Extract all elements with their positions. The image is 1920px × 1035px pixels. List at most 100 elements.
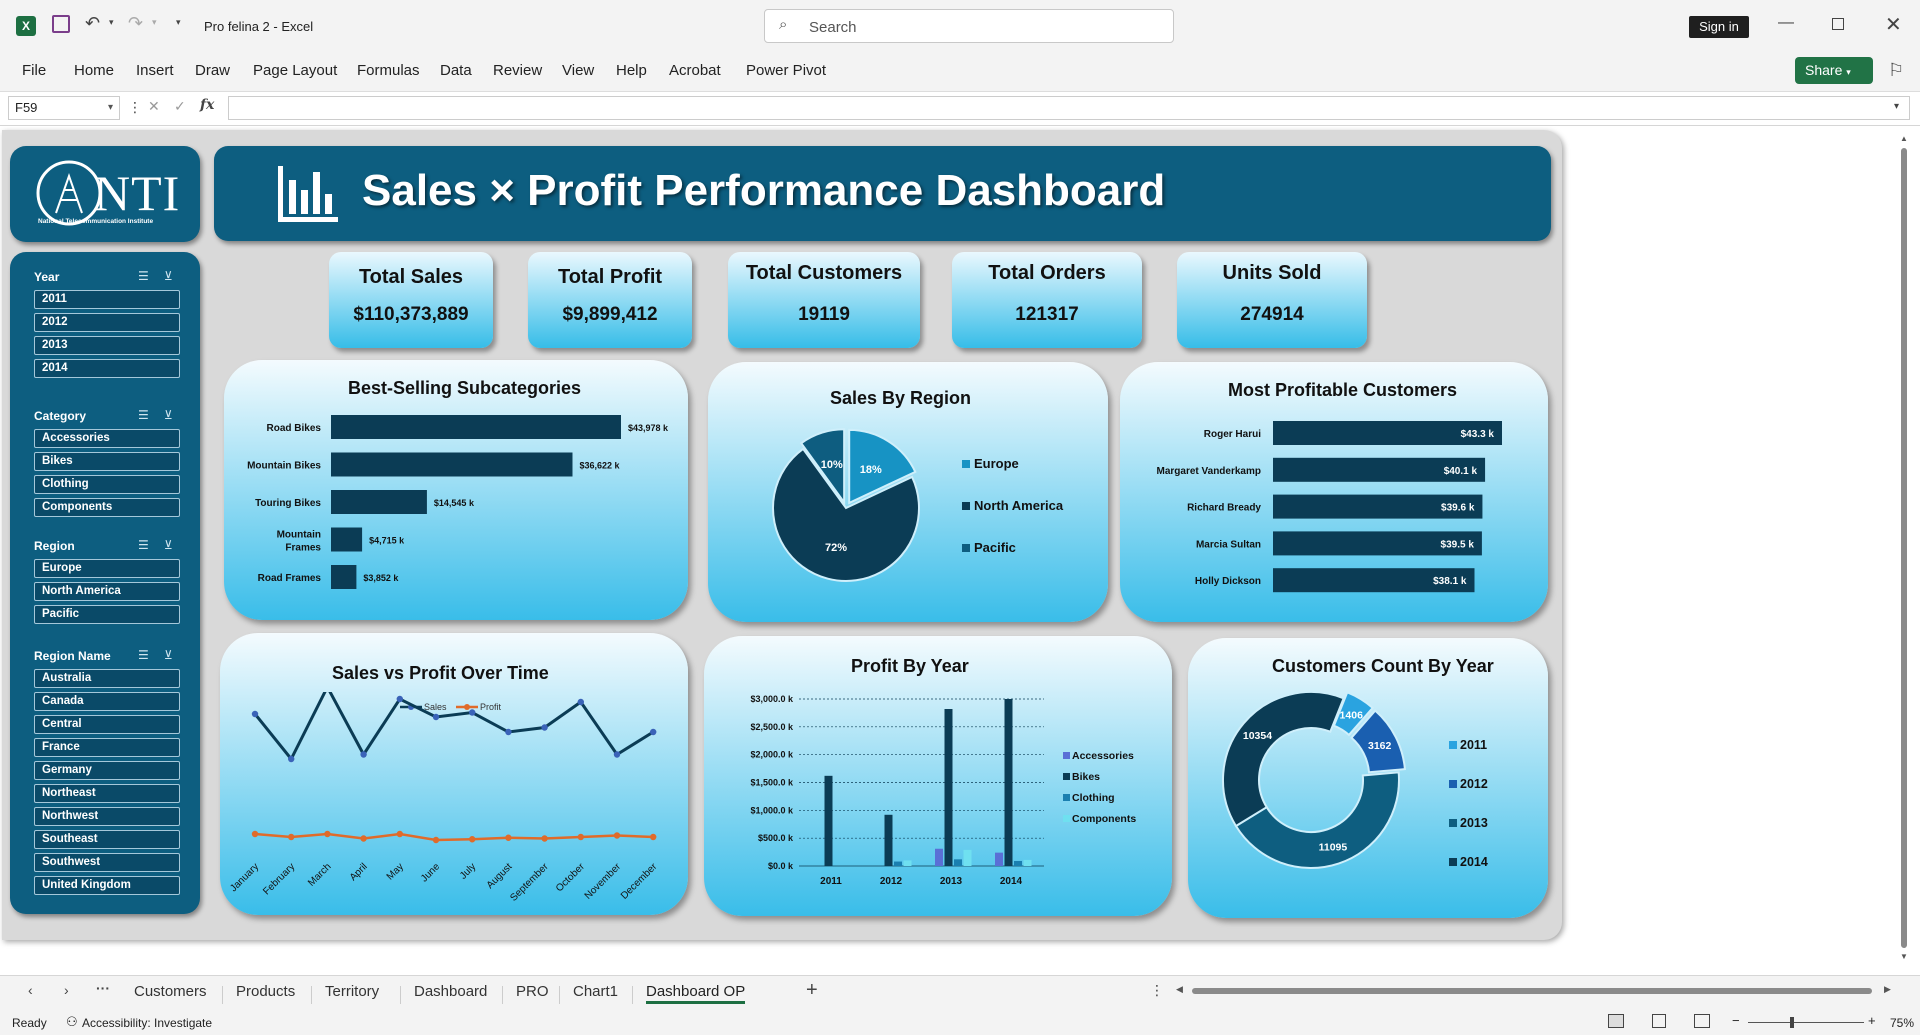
normal-view-icon[interactable] [1608, 1014, 1624, 1028]
data-point [650, 728, 657, 736]
search-box[interactable]: ⌕ Search [764, 9, 1174, 43]
slicer-item-australia[interactable]: Australia [34, 669, 180, 688]
slicer-item-pacific[interactable]: Pacific [34, 605, 180, 624]
tab-divider [311, 986, 312, 1004]
tab-acrobat[interactable]: Acrobat [669, 62, 721, 79]
tab-draw[interactable]: Draw [195, 62, 231, 79]
slicer-item-northeast[interactable]: Northeast [34, 784, 180, 803]
slicer-item-2013[interactable]: 2013 [34, 336, 180, 355]
customize-qat-icon[interactable]: ▾ [176, 17, 181, 27]
h-scroll-thumb[interactable] [1192, 988, 1872, 994]
redo-icon[interactable]: ↷ [128, 13, 144, 33]
multi-select-icon[interactable]: ☰ [138, 408, 149, 422]
slicer-item-southwest[interactable]: Southwest [34, 853, 180, 872]
legend-label: Components [1072, 813, 1136, 825]
clear-filter-icon[interactable]: ⊻ [164, 538, 173, 552]
page-break-view-icon[interactable] [1694, 1014, 1710, 1028]
slicer-item-2012[interactable]: 2012 [34, 313, 180, 332]
clear-filter-icon[interactable]: ⊻ [164, 269, 173, 283]
insert-function-icon[interactable]: fx [200, 97, 215, 113]
tab-help[interactable]: Help [616, 62, 647, 79]
enter-icon[interactable]: ✓ [174, 98, 186, 114]
scroll-thumb[interactable] [1901, 148, 1907, 948]
slicer-item-clothing[interactable]: Clothing [34, 475, 180, 494]
slicer-item-southeast[interactable]: Southeast [34, 830, 180, 849]
data-point [541, 835, 548, 842]
slicer-item-bikes[interactable]: Bikes [34, 452, 180, 471]
slicer-item-accessories[interactable]: Accessories [34, 429, 180, 448]
slicer-item-united-kingdom[interactable]: United Kingdom [34, 876, 180, 895]
scroll-up-icon[interactable]: ▲ [1900, 134, 1908, 143]
next-sheet-icon[interactable]: › [64, 982, 69, 998]
tab-power-pivot[interactable]: Power Pivot [746, 62, 827, 79]
add-sheet-icon[interactable]: + [806, 979, 818, 1001]
tab-data[interactable]: Data [440, 62, 472, 79]
page-layout-view-icon[interactable] [1652, 1014, 1666, 1028]
restore-icon[interactable] [1832, 18, 1844, 30]
multi-select-icon[interactable]: ☰ [138, 648, 149, 662]
more-sheets-icon[interactable]: ··· [96, 980, 110, 996]
sign-in-button[interactable]: Sign in [1689, 16, 1749, 38]
slicer-item-europe[interactable]: Europe [34, 559, 180, 578]
sheet-tab-chart1[interactable]: Chart1 [573, 983, 619, 1000]
slicer-item-canada[interactable]: Canada [34, 692, 180, 711]
zoom-slider[interactable] [1748, 1017, 1864, 1028]
tab-view[interactable]: View [562, 62, 595, 79]
slicer-item-2014[interactable]: 2014 [34, 359, 180, 378]
vertical-scrollbar[interactable]: ▲ ▼ [1900, 134, 1908, 964]
expand-formula-icon[interactable]: ▾ [1894, 101, 1900, 112]
data-label: $38.1 k [1433, 576, 1467, 587]
tab-page-layout[interactable]: Page Layout [253, 62, 338, 79]
undo-icon[interactable]: ↶ [85, 13, 101, 33]
cancel-icon[interactable]: ✕ [148, 98, 160, 114]
scroll-left-icon[interactable]: ◀ [1176, 984, 1183, 994]
slicer-item-northwest[interactable]: Northwest [34, 807, 180, 826]
y-tick-label: $2,000.0 k [750, 750, 794, 760]
sheet-tab-territory[interactable]: Territory [325, 983, 380, 1000]
multi-select-icon[interactable]: ☰ [138, 538, 149, 552]
undo-dropdown-icon[interactable]: ▾ [109, 17, 114, 27]
more-icon[interactable]: ⋮ [128, 99, 142, 115]
close-icon[interactable]: ✕ [1885, 14, 1902, 36]
multi-select-icon[interactable]: ☰ [138, 269, 149, 283]
name-box[interactable]: F59 ▾ [8, 96, 120, 120]
zoom-in-icon[interactable]: + [1868, 1013, 1876, 1028]
slicer-item-north-america[interactable]: North America [34, 582, 180, 601]
slicer-item-central[interactable]: Central [34, 715, 180, 734]
data-label: $39.6 k [1441, 503, 1475, 514]
prev-sheet-icon[interactable]: ‹ [28, 982, 33, 998]
clear-filter-icon[interactable]: ⊻ [164, 648, 173, 662]
formula-input[interactable] [228, 96, 1910, 120]
comments-icon[interactable]: ⚐ [1888, 60, 1905, 80]
tab-insert[interactable]: Insert [136, 62, 174, 79]
slicer-item-germany[interactable]: Germany [34, 761, 180, 780]
tab-formulas[interactable]: Formulas [357, 62, 420, 79]
zoom-level[interactable]: 75% [1890, 1016, 1915, 1030]
zoom-out-icon[interactable]: − [1732, 1013, 1740, 1028]
tab-home[interactable]: Home [74, 62, 115, 79]
sheet-tab-dashboard[interactable]: Dashboard [414, 983, 488, 1000]
options-icon[interactable]: ⋮ [1150, 982, 1164, 998]
accessibility-status[interactable]: Accessibility: Investigate [82, 1016, 213, 1030]
sheet-tab-products[interactable]: Products [236, 983, 296, 1000]
category-label: Mountain Bikes [247, 461, 321, 472]
slicer-item-components[interactable]: Components [34, 498, 180, 517]
scroll-down-icon[interactable]: ▼ [1900, 952, 1908, 961]
tab-review[interactable]: Review [493, 62, 543, 79]
minimize-icon[interactable]: — [1778, 14, 1794, 31]
sheet-tab-dashboard-op[interactable]: Dashboard OP [646, 983, 746, 1004]
data-point [288, 833, 295, 841]
tab-file[interactable]: File [22, 62, 47, 79]
redo-dropdown-icon[interactable]: ▾ [152, 17, 157, 27]
clear-filter-icon[interactable]: ⊻ [164, 408, 173, 422]
scroll-right-icon[interactable]: ▶ [1884, 984, 1891, 994]
horizontal-scrollbar[interactable]: ◀ ▶ [1176, 984, 1896, 998]
save-icon[interactable] [52, 15, 70, 33]
sheet-tab-customers[interactable]: Customers [134, 983, 207, 1000]
zoom-slider-thumb[interactable] [1790, 1017, 1794, 1028]
accessibility-icon[interactable]: ⚇ [66, 1014, 78, 1029]
share-button[interactable]: Share ▾ [1795, 57, 1873, 84]
slicer-item-france[interactable]: France [34, 738, 180, 757]
slicer-item-2011[interactable]: 2011 [34, 290, 180, 309]
sheet-tab-pro[interactable]: PRO [516, 983, 549, 1000]
